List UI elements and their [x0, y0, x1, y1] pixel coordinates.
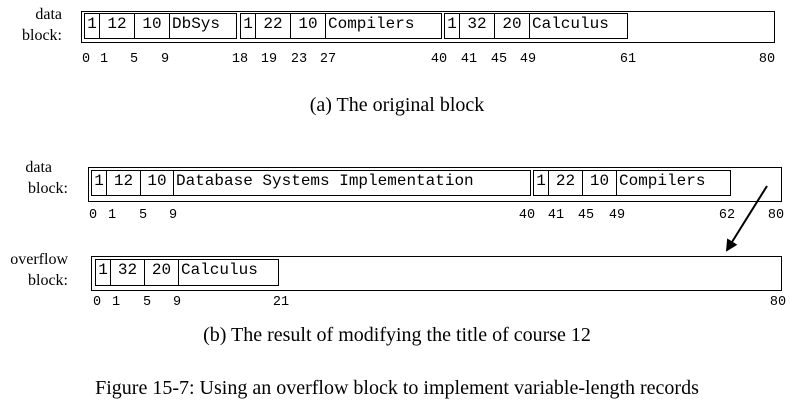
offset-tick: 23: [290, 52, 308, 67]
record-field: 22: [256, 14, 291, 38]
record-field: DbSys: [172, 15, 221, 33]
record-field: Database Systems Implementation: [176, 172, 474, 190]
label-line: data: [35, 6, 62, 23]
offset-tick: 80: [758, 52, 776, 67]
record-field: Compilers: [619, 172, 706, 190]
figure-caption: Figure 15-7: Using an overflow block to …: [95, 377, 699, 399]
record-field: 1: [241, 14, 256, 38]
record-field: 1: [534, 171, 549, 195]
offset-tick: 18: [231, 52, 249, 67]
record-field: 32: [111, 260, 145, 285]
offset-tick: 9: [160, 52, 170, 67]
record-field: 20: [145, 260, 179, 285]
record-field: 20: [495, 14, 530, 38]
record-field: 1: [445, 14, 460, 38]
record-database-systems: 1 12 10 Database Systems Implementation: [91, 170, 531, 196]
offset-tick: 45: [577, 208, 595, 223]
offset-tick: 1: [99, 52, 109, 67]
label-line: block:: [22, 27, 62, 44]
caption-a: (a) The original block: [309, 94, 485, 116]
record-field: 1: [92, 171, 107, 195]
offset-tick: 9: [172, 295, 182, 310]
record-field: Calculus: [532, 15, 609, 33]
offset-tick: 40: [518, 208, 536, 223]
offset-tick: 49: [608, 208, 626, 223]
record-field: 10: [583, 171, 617, 195]
offset-tick: 1: [111, 295, 121, 310]
data-block-label-b: data block:: [2, 157, 68, 199]
offset-tick: 80: [769, 295, 787, 310]
offset-tick: 80: [767, 208, 785, 223]
offset-tick: 9: [168, 208, 178, 223]
record-field: 10: [135, 14, 170, 38]
offset-tick: 0: [81, 52, 91, 67]
offset-tick: 27: [319, 52, 337, 67]
offset-tick: 21: [272, 295, 290, 310]
label-line: data: [25, 159, 52, 176]
offset-tick: 49: [519, 52, 537, 67]
record-field: 10: [291, 14, 326, 38]
caption-b: (b) The result of modifying the title of…: [203, 324, 591, 346]
record-dbsys: 1 12 10 DbSys: [84, 13, 237, 39]
label-line: overflow: [10, 251, 68, 268]
offset-tick: 40: [430, 52, 448, 67]
record-compilers: 1 22 10 Compilers: [240, 13, 442, 39]
record-field: 12: [100, 14, 135, 38]
data-block-label-a: data block:: [2, 4, 62, 46]
offset-tick: 0: [92, 295, 102, 310]
record-field: 1: [85, 14, 100, 38]
label-line: block:: [28, 180, 68, 197]
offset-tick: 5: [129, 52, 139, 67]
offset-tick: 0: [88, 208, 98, 223]
record-calculus: 1 32 20 Calculus: [444, 13, 628, 39]
record-field: 10: [141, 171, 174, 195]
label-line: block:: [28, 272, 68, 289]
record-field: 22: [549, 171, 583, 195]
offset-tick: 62: [718, 208, 736, 223]
offset-tick: 41: [547, 208, 565, 223]
record-field: 32: [460, 14, 495, 38]
offset-tick: 45: [490, 52, 508, 67]
record-field: 1: [96, 260, 111, 285]
record-field: Calculus: [181, 261, 258, 279]
record-field: 12: [107, 171, 141, 195]
record-calculus-overflow: 1 32 20 Calculus: [95, 259, 279, 286]
offset-tick: 61: [619, 52, 637, 67]
overflow-block-label: overflow block:: [2, 249, 68, 291]
offset-tick: 1: [107, 208, 117, 223]
record-field: Compilers: [328, 15, 415, 33]
offset-tick: 19: [260, 52, 278, 67]
offset-tick: 41: [460, 52, 478, 67]
offset-tick: 5: [138, 208, 148, 223]
record-compilers-b: 1 22 10 Compilers: [533, 170, 731, 196]
offset-tick: 5: [142, 295, 152, 310]
